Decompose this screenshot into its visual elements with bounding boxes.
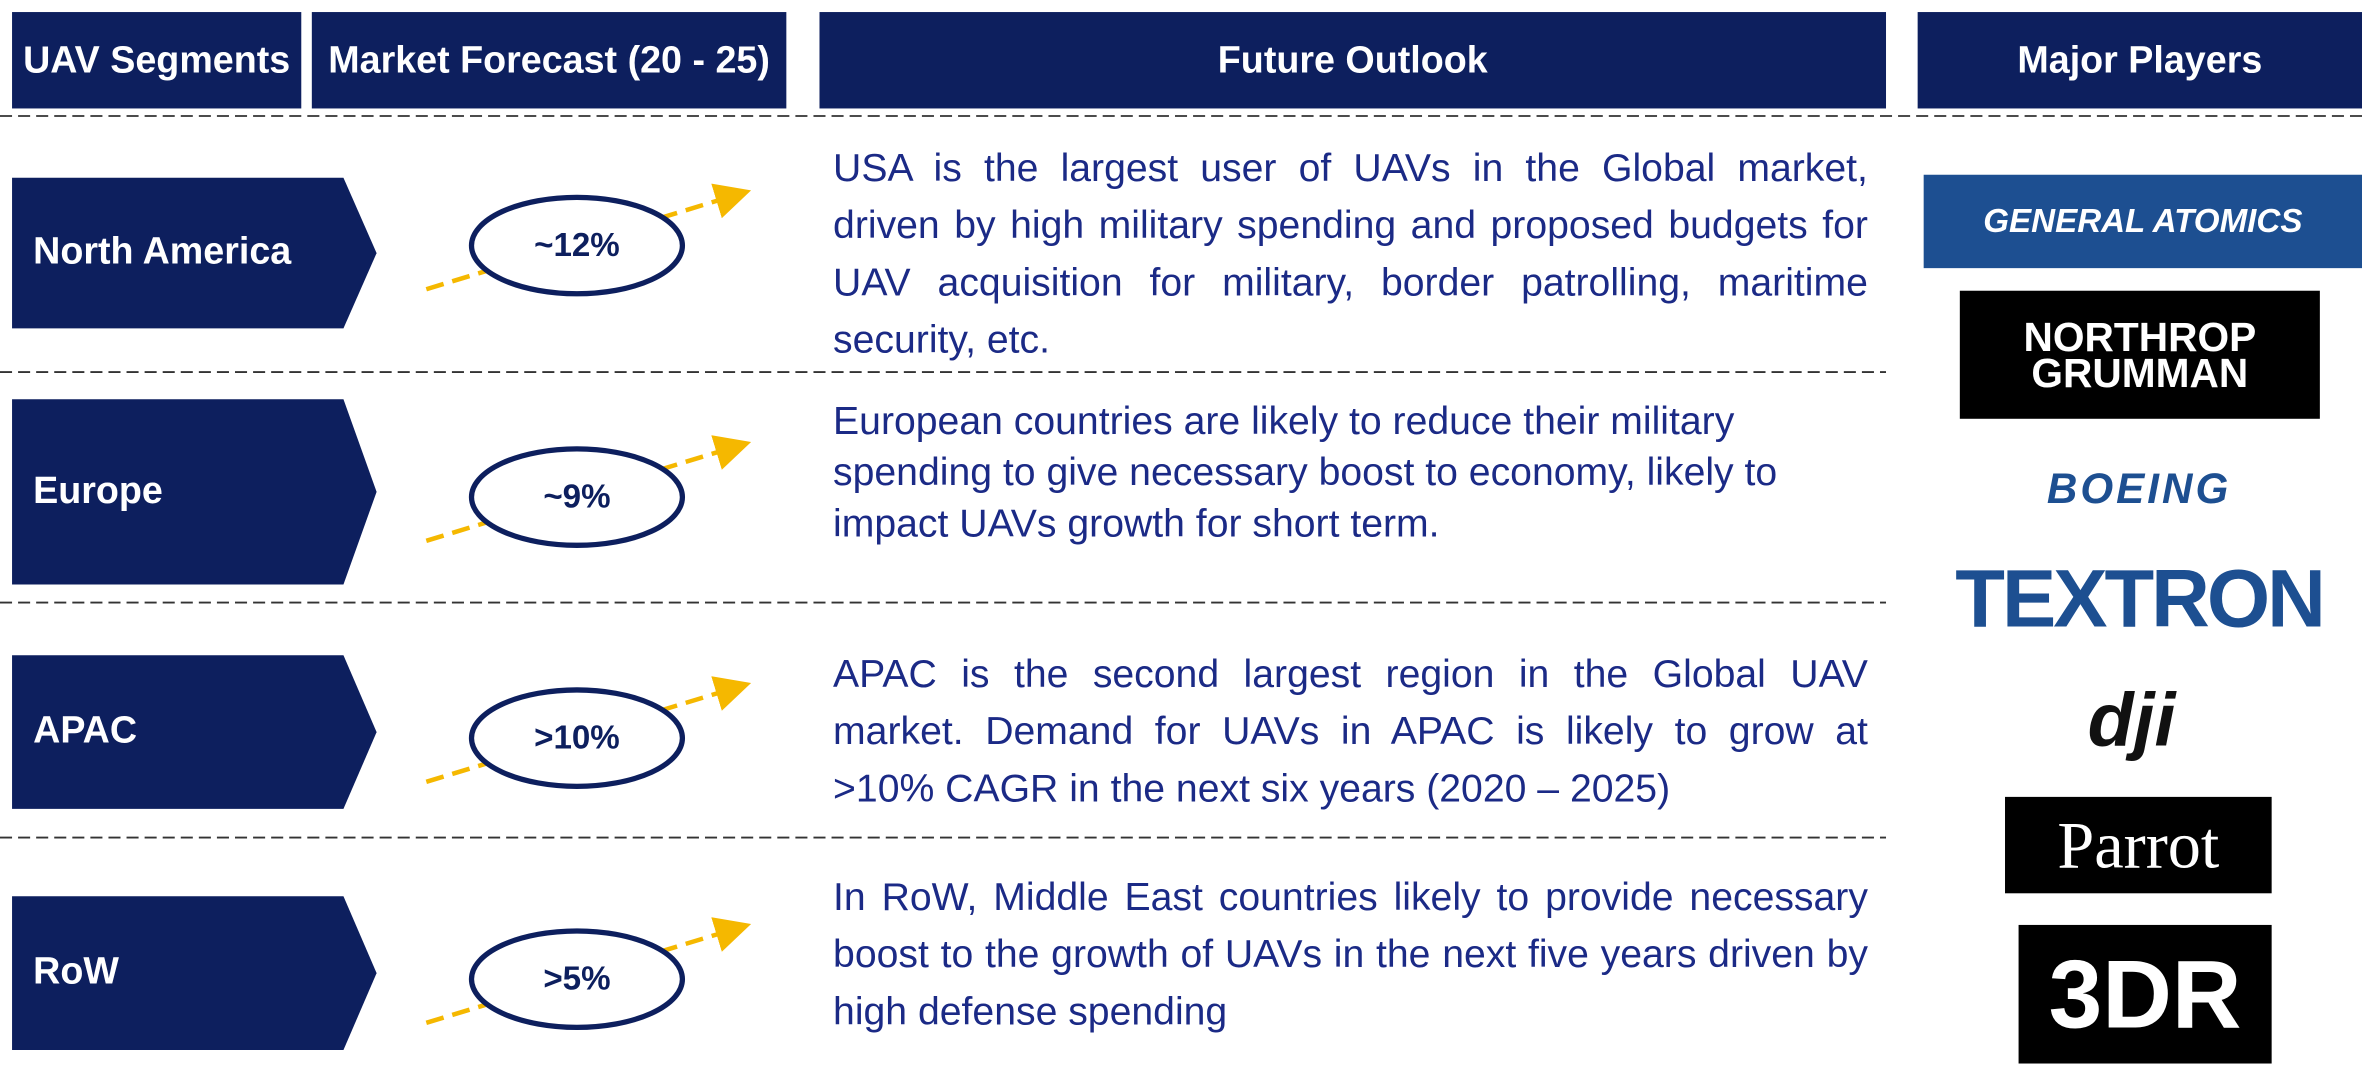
- outlook-text: In RoW, Middle East countries likely to …: [833, 873, 1868, 1034]
- segment-chevron: [12, 399, 377, 585]
- outlook-text: European countries are likely to reduce …: [833, 397, 1778, 546]
- outlook-text: USA is the largest user of UAVs in the G…: [833, 144, 1868, 362]
- logo: Parrot: [2005, 796, 2272, 894]
- logo: BOEING: [2046, 465, 2232, 513]
- header-cell: Market Forecast (20 - 25): [311, 12, 787, 109]
- header-cell: UAV Segments: [12, 12, 302, 109]
- forecast-oval: [468, 687, 686, 789]
- forecast-value: ~12%: [534, 225, 620, 264]
- logo: dji: [2087, 677, 2176, 763]
- logo: TEXTRON: [1955, 554, 2326, 645]
- logo: GENERAL ATOMICS: [1923, 174, 2362, 269]
- forecast-value: >5%: [543, 959, 611, 998]
- header-cell: Major Players: [1917, 12, 2362, 109]
- logo: 3DR: [2018, 924, 2272, 1064]
- segment-label: APAC: [33, 709, 138, 752]
- forecast-value: >10%: [534, 718, 620, 757]
- header-cell: Future Outlook: [819, 12, 1887, 109]
- segment-chevron: [12, 896, 377, 1050]
- forecast-oval: [468, 928, 686, 1031]
- segment-chevron: [12, 177, 377, 329]
- forecast-value: ~9%: [543, 477, 611, 516]
- segment-label: North America: [33, 230, 292, 273]
- segment-label: RoW: [33, 950, 119, 993]
- outlook-text: APAC is the second largest region in the…: [833, 650, 1868, 811]
- logo: NORTHROP GRUMMAN: [1959, 290, 2320, 419]
- segment-chevron: [12, 655, 377, 809]
- forecast-oval: [468, 194, 686, 297]
- forecast-oval: [468, 446, 686, 548]
- segment-label: Europe: [33, 469, 163, 512]
